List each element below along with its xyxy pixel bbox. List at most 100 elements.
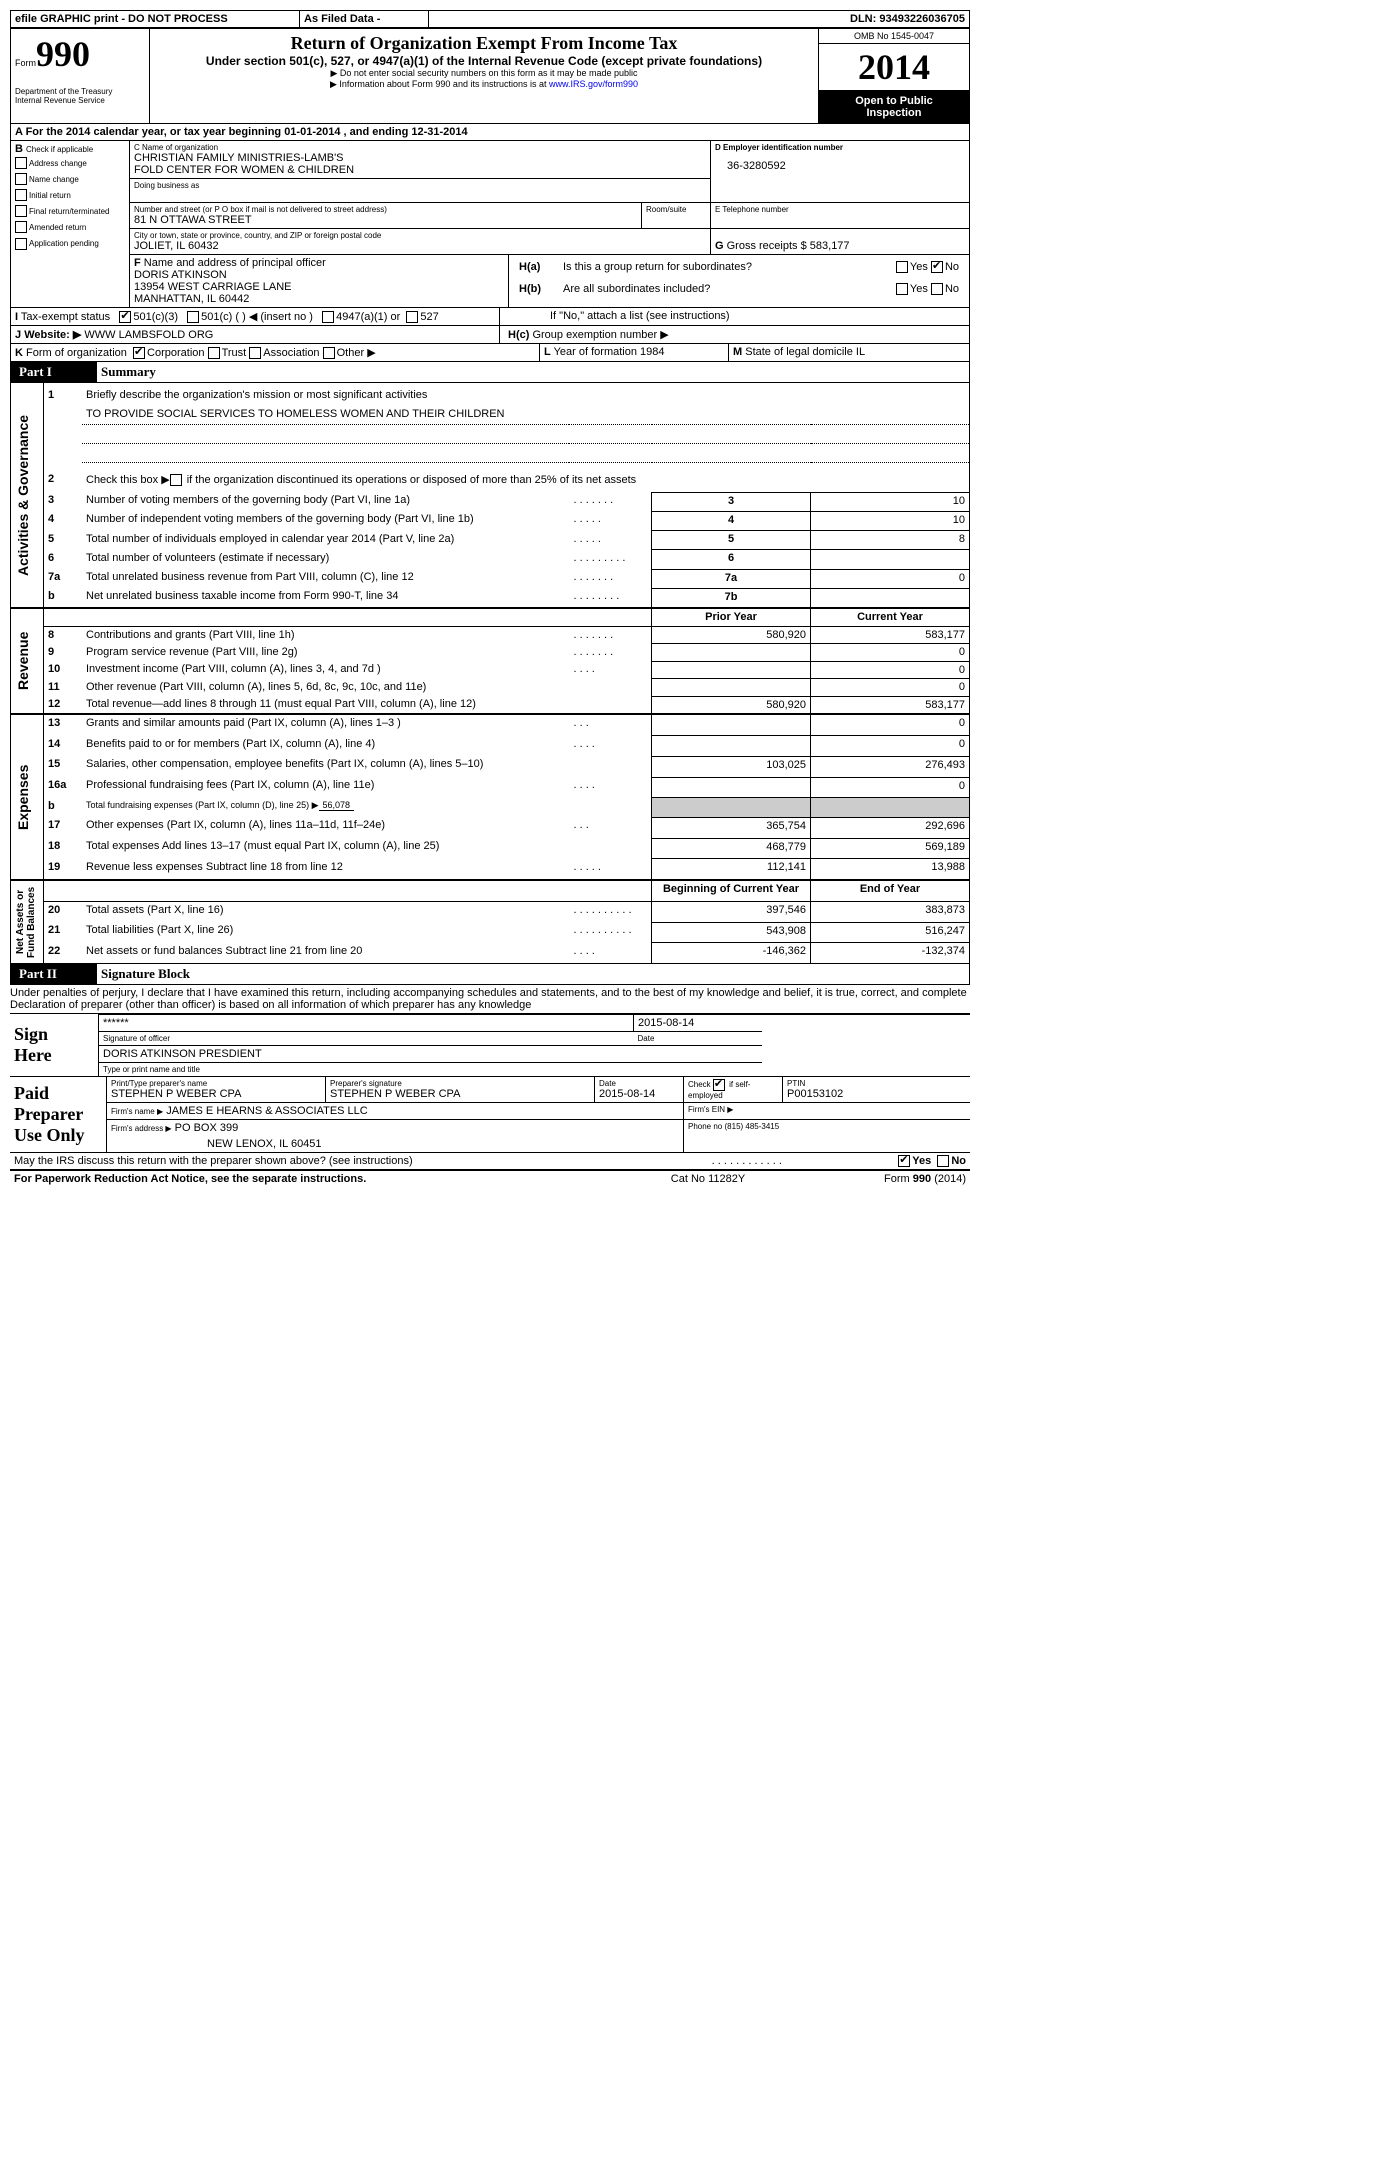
discuss-no-checkbox[interactable] [937, 1155, 949, 1167]
application-pending-checkbox[interactable] [15, 238, 27, 250]
part2-title: Signature Block [97, 964, 970, 985]
col-end-year: End of Year [811, 880, 970, 901]
preparer-name: STEPHEN P WEBER CPA [111, 1088, 321, 1100]
pra-notice: For Paperwork Reduction Act Notice, see … [10, 1171, 604, 1187]
discuss-yes-checkbox[interactable] [898, 1155, 910, 1167]
formation-year: 1984 [640, 346, 664, 358]
vert-ag: Activities & Governance [15, 385, 31, 605]
final-return-checkbox[interactable] [15, 205, 27, 217]
line3-val: 10 [811, 492, 970, 511]
line6-val [811, 550, 970, 569]
part1-title: Summary [97, 362, 970, 383]
city-label: City or town, state or province, country… [134, 231, 706, 240]
page-footer: For Paperwork Reduction Act Notice, see … [10, 1171, 970, 1187]
dln: DLN: 93493226036705 [741, 11, 970, 28]
perjury-text: Under penalties of perjury, I declare th… [10, 985, 970, 1014]
officer-addr2: MANHATTAN, IL 60442 [134, 293, 504, 305]
part1-body: Activities & Governance 1 Briefly descri… [10, 383, 970, 964]
col-prior-year: Prior Year [652, 608, 811, 626]
sections-b-to-g: B Check if applicable Address change Nam… [10, 141, 970, 255]
line7b-val [811, 588, 970, 608]
section-a: A For the 2014 calendar year, or tax yea… [10, 124, 970, 141]
initial-return-checkbox[interactable] [15, 189, 27, 201]
firm-name: JAMES E HEARNS & ASSOCIATES LLC [166, 1105, 368, 1117]
org-name-label: C Name of organization [134, 143, 706, 152]
preparer-date: 2015-08-14 [599, 1088, 679, 1100]
form-header: Form990 Department of the Treasury Inter… [10, 28, 970, 124]
preparer-signature: STEPHEN P WEBER CPA [330, 1088, 590, 1100]
hb-no-checkbox[interactable] [931, 283, 943, 295]
hb-note: If "No," attach a list (see instructions… [500, 308, 970, 326]
street-value: 81 N OTTAWA STREET [134, 214, 637, 226]
as-filed-text: As Filed Data - [300, 11, 429, 28]
assoc-checkbox[interactable] [249, 347, 261, 359]
ha-text: Is this a group return for subordinates? [559, 259, 845, 275]
org-name-1: CHRISTIAN FAMILY MINISTRIES-LAMB'S [134, 152, 706, 164]
corp-checkbox[interactable] [133, 347, 145, 359]
part1-header: Part I Summary [10, 362, 970, 383]
form-title: Return of Organization Exempt From Incom… [180, 33, 788, 54]
ha-no-checkbox[interactable] [931, 261, 943, 273]
signature-date: 2015-08-14 [634, 1015, 763, 1032]
address-change-checkbox[interactable] [15, 157, 27, 169]
4947-checkbox[interactable] [322, 311, 334, 323]
domicile-state: IL [856, 346, 865, 358]
efile-text: efile GRAPHIC print - DO NOT PROCESS [11, 11, 300, 28]
phone-label: E Telephone number [711, 203, 970, 229]
calendar-year-line: A For the 2014 calendar year, or tax yea… [11, 124, 970, 141]
vert-rev: Revenue [15, 611, 31, 711]
line4-val: 10 [811, 511, 970, 530]
line5-val: 8 [811, 531, 970, 550]
org-name-2: FOLD CENTER FOR WOMEN & CHILDREN [134, 164, 706, 176]
col-beg-year: Beginning of Current Year [652, 880, 811, 901]
section-klm: K Form of organization Corporation Trust… [10, 344, 970, 362]
hb-text: Are all subordinates included? [559, 281, 845, 297]
form-number: Form990 [15, 33, 145, 75]
other-org-checkbox[interactable] [323, 347, 335, 359]
section-j: J Website: ▶ WWW LAMBSFOLD ORG H(c) Grou… [10, 326, 970, 344]
irs-link[interactable]: www.IRS.gov/form990 [549, 79, 638, 89]
part1-label: Part I [11, 362, 98, 383]
hc-text: Group exemption number ▶ [532, 329, 668, 341]
501c-checkbox[interactable] [187, 311, 199, 323]
ein-value: 36-3280592 [715, 152, 965, 172]
paid-preparer-label: Paid Preparer Use Only [10, 1077, 107, 1153]
hb-yes-checkbox[interactable] [896, 283, 908, 295]
dept-line2: Internal Revenue Service [15, 96, 145, 105]
officer-name: DORIS ATKINSON [134, 269, 504, 281]
omb-number: OMB No 1545-0047 [819, 29, 969, 44]
col-current-year: Current Year [811, 608, 970, 626]
dba-label: Doing business as [134, 181, 706, 190]
discontinued-checkbox[interactable] [170, 474, 182, 486]
sign-here-label: Sign Here [10, 1015, 78, 1077]
paid-preparer-block: Paid Preparer Use Only Print/Type prepar… [10, 1077, 970, 1153]
street-label: Number and street (or P O box if mail is… [134, 205, 637, 214]
ha-yes-checkbox[interactable] [896, 261, 908, 273]
form-note1: ▶ Do not enter social security numbers o… [180, 68, 788, 79]
ha-label: H(a) [515, 259, 559, 275]
discuss-row: May the IRS discuss this return with the… [10, 1153, 970, 1171]
trust-checkbox[interactable] [208, 347, 220, 359]
amended-return-checkbox[interactable] [15, 221, 27, 233]
vert-exp: Expenses [15, 717, 31, 877]
section-i: I Tax-exempt status 501(c)(3) 501(c) ( )… [10, 308, 970, 326]
signature-mask: ****** [99, 1015, 634, 1032]
mission-text: TO PROVIDE SOCIAL SERVICES TO HOMELESS W… [82, 406, 970, 425]
officer-printed-name: DORIS ATKINSON PRESDIENT [99, 1046, 762, 1063]
part2-label: Part II [11, 964, 98, 985]
sections-f-h: F Name and address of principal officer … [10, 255, 970, 308]
form-subtitle: Under section 501(c), 527, or 4947(a)(1)… [180, 54, 788, 68]
sign-here-block: Sign Here ****** 2015-08-14 Signature of… [10, 1014, 970, 1077]
hb-label: H(b) [515, 281, 559, 297]
discuss-text: May the IRS discuss this return with the… [10, 1153, 708, 1170]
fundraising-total: 56,078 [319, 800, 355, 811]
dept-line1: Department of the Treasury [15, 87, 145, 96]
501c3-checkbox[interactable] [119, 311, 131, 323]
line1-text: Briefly describe the organization's miss… [82, 383, 970, 406]
527-checkbox[interactable] [406, 311, 418, 323]
officer-addr1: 13954 WEST CARRIAGE LANE [134, 281, 504, 293]
line7a-val: 0 [811, 569, 970, 588]
cat-number: Cat No 11282Y [604, 1171, 812, 1187]
name-change-checkbox[interactable] [15, 173, 27, 185]
self-employed-checkbox[interactable] [713, 1079, 725, 1091]
